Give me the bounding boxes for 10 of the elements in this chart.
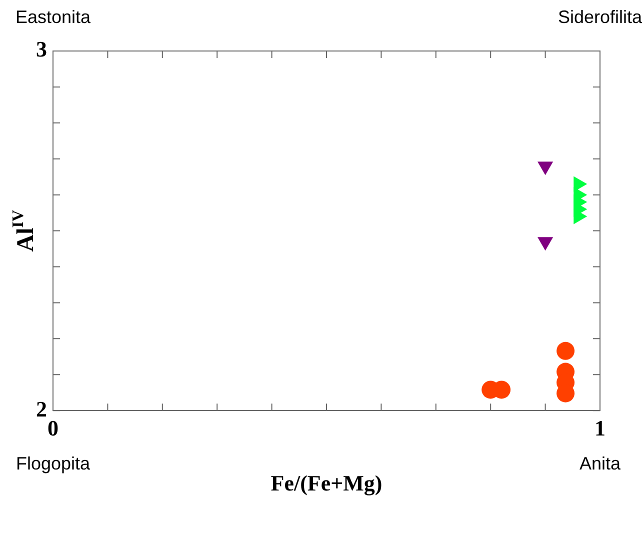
- y-tick-label: 3: [36, 36, 47, 62]
- text: Flogopita: [16, 454, 92, 474]
- text: Anita: [579, 454, 622, 474]
- y-tick-label: 2: [36, 396, 47, 422]
- text: Eastonita: [15, 6, 92, 27]
- x-axis-title: Fe/(Fe+Mg): [270, 470, 382, 496]
- y-axis-title: AlIV: [10, 209, 39, 252]
- x-tick-label: 1: [594, 415, 606, 440]
- text: Siderofilita: [558, 6, 642, 27]
- x-tick-label: 0: [48, 415, 58, 440]
